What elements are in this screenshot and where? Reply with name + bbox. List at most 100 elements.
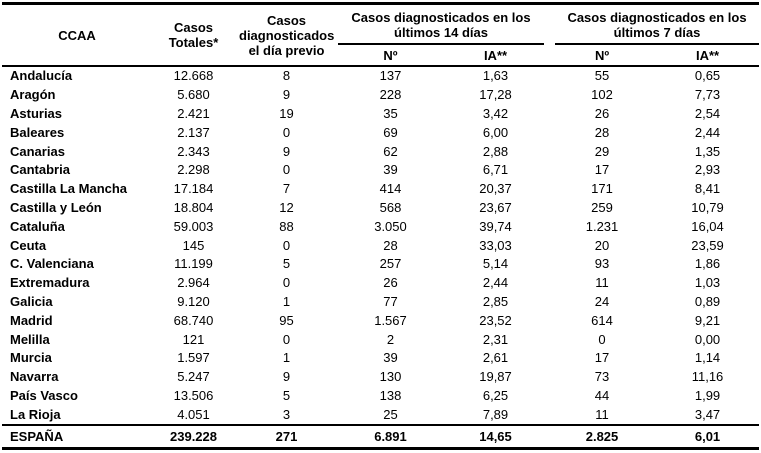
cell-dia-previo: 12: [279, 199, 294, 215]
cell-ia-14d: 2,61: [482, 350, 509, 366]
cell-n-14d: 414: [379, 181, 402, 197]
cell-dia-previo: 3: [282, 406, 291, 422]
cell-ccaa: Castilla La Mancha: [10, 181, 128, 197]
cell-casos-totales: 12.668: [173, 68, 214, 84]
cell-casos-totales: 5.680: [177, 87, 210, 103]
cell-ia-7d: 3,47: [694, 406, 721, 422]
cell-n-7d: 11: [595, 275, 609, 291]
table-row: País Vasco 13.506 5 138 6,25 44 1,99: [2, 387, 759, 406]
table-footer: ESPAÑA 239.228 271 6.891 14,65 2.825 6,0…: [2, 424, 760, 451]
cell-dia-previo: 8: [282, 68, 291, 84]
cell-n-14d: 26: [383, 275, 398, 291]
cell-ccaa: Asturias: [10, 105, 63, 121]
total-row: ESPAÑA 239.228 271 6.891 14,65 2.825 6,0…: [2, 424, 760, 451]
total-cell-casos-totales: 239.228: [152, 424, 235, 451]
cell-casos-totales: 5.247: [177, 369, 210, 385]
col-header-n-7d: Nº: [548, 45, 657, 67]
cell-ia-14d: 2,85: [482, 293, 509, 309]
cell-n-14d: 39: [383, 162, 398, 178]
cell-ia-7d: 16,04: [691, 218, 724, 234]
cell-n-14d: 137: [379, 68, 402, 84]
total-cell-ccaa: ESPAÑA: [2, 424, 152, 451]
cell-ia-7d: 0,65: [694, 68, 721, 84]
cell-ccaa: Castilla y León: [10, 199, 102, 215]
cell-casos-totales: 1.597: [177, 350, 210, 366]
cell-ia-14d: 2,31: [482, 331, 509, 347]
cell-ccaa: Canarias: [10, 143, 65, 159]
col-header-ccaa: CCAA: [2, 3, 152, 67]
table-row: Andalucía 12.668 8 137 1,63 55 0,65: [2, 66, 759, 86]
table-row: Murcia 1.597 1 39 2,61 17 1,14: [2, 349, 759, 368]
cell-ia-14d: 2,44: [482, 275, 509, 291]
cell-ccaa: Extremadura: [10, 275, 90, 291]
cell-dia-previo: 0: [282, 124, 291, 140]
cell-ia-14d: 23,52: [479, 312, 512, 328]
cell-n-7d: 17: [594, 350, 610, 366]
cell-ia-14d: 19,87: [479, 369, 512, 385]
cell-ia-7d: 2,93: [694, 162, 721, 178]
cell-n-7d: 171: [591, 181, 613, 197]
cell-ia-7d: 0,89: [694, 293, 721, 309]
cell-casos-totales: 2.298: [177, 162, 210, 178]
cell-n-14d: 62: [383, 143, 398, 159]
cell-n-14d: 25: [383, 406, 398, 422]
cell-n-7d: 55: [594, 68, 610, 84]
header-sub-row: Nº IA** Nº IA**: [2, 45, 760, 67]
cell-ccaa: Ceuta: [10, 237, 47, 253]
cell-casos-totales: 68.740: [173, 312, 214, 328]
cell-dia-previo: 0: [282, 237, 291, 253]
cell-casos-totales: 9.120: [177, 293, 210, 309]
cell-ccaa: Andalucía: [10, 68, 73, 84]
col-header-n-14d: Nº: [338, 45, 443, 67]
cell-casos-totales: 145: [182, 237, 205, 253]
cell-n-7d: 93: [594, 256, 610, 272]
col-header-dia-previo: Casos diagnosticados el día previo: [235, 3, 338, 67]
cell-n-14d: 35: [383, 105, 398, 121]
cell-casos-totales: 59.003: [173, 218, 214, 234]
cell-ia-14d: 39,74: [479, 218, 512, 234]
cell-ia-7d: 1,03: [694, 275, 721, 291]
cell-dia-previo: 7: [282, 181, 291, 197]
cell-n-7d: 17: [594, 162, 610, 178]
cell-n-7d: 0: [598, 331, 606, 347]
total-cell-dia-previo: 271: [235, 424, 338, 451]
total-cell-n-14d: 6.891: [338, 424, 443, 451]
cell-n-14d: 2: [386, 331, 395, 347]
table-row: Asturias 2.421 19 35 3,42 26 2,54: [2, 105, 759, 124]
cell-ccaa: Navarra: [10, 369, 59, 385]
cell-dia-previo: 5: [282, 387, 291, 403]
header-group-row: CCAA Casos Totales* Casos diagnosticados…: [2, 3, 760, 67]
cell-ia-7d: 1,99: [694, 387, 721, 403]
cell-n-14d: 228: [379, 87, 402, 103]
cell-n-7d: 26: [594, 105, 610, 121]
cell-ia-14d: 1,63: [482, 68, 509, 84]
cell-ccaa: Madrid: [10, 312, 53, 328]
cell-ccaa: Galicia: [10, 293, 53, 309]
cell-casos-totales: 18.804: [173, 199, 214, 215]
cell-n-14d: 138: [379, 387, 402, 403]
cell-n-7d: 259: [591, 199, 613, 215]
cell-ia-14d: 6,25: [482, 387, 509, 403]
cell-ccaa: Murcia: [10, 350, 52, 366]
cell-ia-7d: 1,86: [694, 256, 721, 272]
cell-casos-totales: 2.964: [177, 275, 210, 291]
cell-dia-previo: 5: [282, 256, 291, 272]
table-row: Ceuta 145 0 28 33,03 20 23,59: [2, 236, 759, 255]
cell-dia-previo: 9: [282, 143, 291, 159]
cell-n-14d: 28: [383, 237, 398, 253]
cell-ia-14d: 7,89: [482, 406, 509, 422]
table-row: Cantabria 2.298 0 39 6,71 17 2,93: [2, 161, 759, 180]
cell-n-7d: 44: [594, 387, 610, 403]
table-row: Galicia 9.120 1 77 2,85 24 0,89: [2, 293, 759, 312]
cell-n-14d: 39: [383, 350, 398, 366]
col-header-ia-7d: IA**: [656, 45, 760, 67]
cell-casos-totales: 13.506: [173, 387, 214, 403]
cell-n-7d: 614: [591, 312, 613, 328]
cell-ia-14d: 5,14: [482, 256, 509, 272]
cell-n-7d: 28: [594, 124, 610, 140]
table-row: Castilla La Mancha 17.184 7 414 20,37 17…: [2, 180, 759, 199]
table-row: Aragón 5.680 9 228 17,28 102 7,73: [2, 86, 759, 105]
cell-ccaa: Aragón: [10, 87, 56, 103]
cell-ccaa: Baleares: [10, 124, 65, 140]
